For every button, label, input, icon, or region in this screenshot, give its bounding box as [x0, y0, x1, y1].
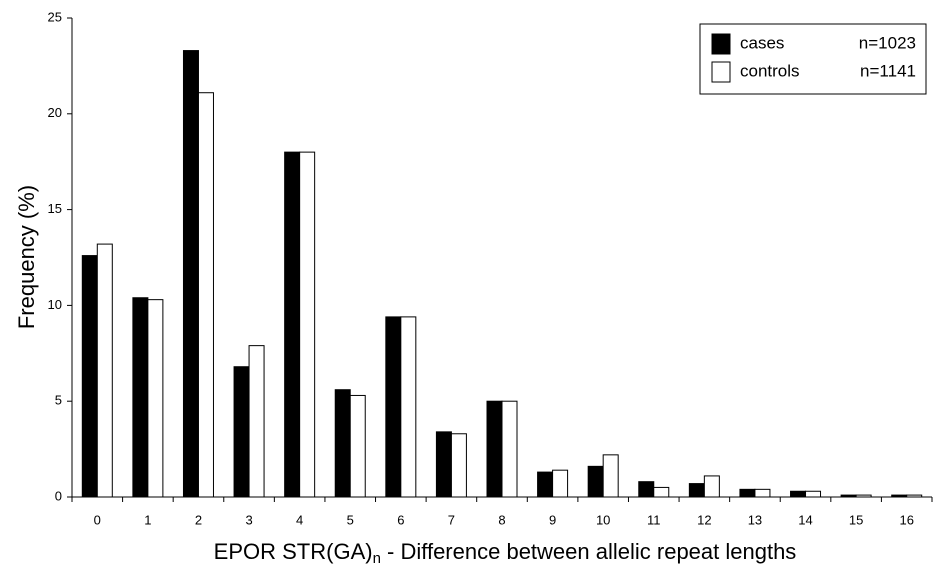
bar	[638, 481, 655, 498]
bar	[501, 400, 518, 498]
bar	[486, 400, 503, 498]
bar	[653, 486, 670, 498]
x-tick-label: 6	[397, 512, 404, 527]
x-tick-label: 3	[245, 512, 252, 527]
bar	[147, 299, 164, 498]
y-tick-label: 10	[48, 297, 62, 312]
x-tick-label: 7	[448, 512, 455, 527]
x-tick-label: 8	[498, 512, 505, 527]
x-label-sub: n	[373, 550, 381, 567]
bar	[284, 151, 301, 498]
bar	[182, 50, 199, 498]
x-tick-label: 12	[697, 512, 711, 527]
bar	[450, 433, 467, 498]
bar	[233, 366, 250, 498]
legend-swatch	[711, 61, 731, 83]
legend-box	[699, 23, 927, 95]
x-label-rest: - Difference between allelic repeat leng…	[381, 539, 796, 564]
bar	[400, 316, 417, 498]
bar	[299, 151, 316, 498]
y-tick-label: 0	[55, 488, 62, 503]
bar	[906, 494, 923, 498]
bar	[703, 475, 720, 498]
bar	[435, 431, 452, 498]
y-tick-label: 20	[48, 105, 62, 120]
bar	[688, 483, 705, 498]
bar	[81, 255, 98, 498]
legend-n: n=1023	[859, 33, 916, 52]
bar	[754, 488, 771, 498]
y-tick-label: 5	[55, 393, 62, 408]
bar	[552, 469, 569, 498]
x-tick-label: 10	[596, 512, 610, 527]
bar	[840, 494, 857, 498]
bar	[96, 243, 113, 498]
x-tick-label: 15	[849, 512, 863, 527]
y-axis-label: Frequency (%)	[14, 185, 39, 329]
bar	[891, 494, 908, 498]
bar	[537, 471, 554, 498]
x-tick-label: 16	[899, 512, 913, 527]
x-tick-label: 0	[94, 512, 101, 527]
bar	[334, 389, 351, 498]
bar	[349, 394, 366, 498]
y-tick-label: 15	[48, 201, 62, 216]
y-tick-label: 25	[48, 9, 62, 24]
bar	[790, 490, 807, 498]
x-tick-label: 11	[647, 512, 661, 527]
bar	[855, 494, 872, 498]
bar	[197, 92, 214, 498]
x-tick-label: 5	[347, 512, 354, 527]
legend-label: cases	[740, 33, 784, 52]
x-tick-label: 13	[748, 512, 762, 527]
bar	[248, 345, 265, 498]
x-tick-label: 2	[195, 512, 202, 527]
x-tick-label: 9	[549, 512, 556, 527]
legend-swatch	[711, 33, 731, 55]
x-tick-label: 4	[296, 512, 303, 527]
bar	[739, 488, 756, 498]
x-tick-label: 1	[144, 512, 151, 527]
legend-label: controls	[740, 61, 800, 80]
x-tick-label: 14	[798, 512, 812, 527]
x-label-main: EPOR STR(GA)	[214, 539, 373, 564]
bar	[805, 490, 822, 498]
bar	[385, 316, 402, 498]
bar	[602, 454, 619, 498]
legend-n: n=1141	[860, 61, 916, 80]
bar	[132, 297, 149, 498]
x-axis-label: EPOR STR(GA)n - Difference between allel…	[214, 539, 797, 567]
bar	[587, 465, 604, 498]
